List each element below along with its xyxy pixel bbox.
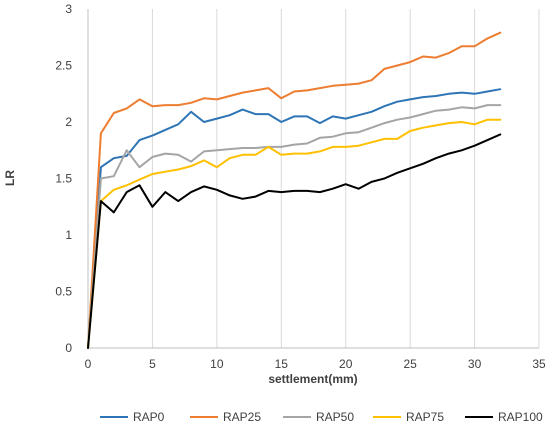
series-line-rap25 <box>87 31 502 349</box>
legend-label-rap50: RAP50 <box>316 410 354 424</box>
x-tick-label: 5 <box>149 357 156 371</box>
gridlines <box>151 9 540 348</box>
series-line-rap0 <box>87 88 502 349</box>
legend-label-rap75: RAP75 <box>406 410 444 424</box>
x-tick-label: 30 <box>468 357 482 371</box>
x-tick-label: 25 <box>403 357 417 371</box>
legend-label-rap25: RAP25 <box>223 410 261 424</box>
x-tick-label: 15 <box>275 357 289 371</box>
y-tick-label: 3 <box>65 2 72 16</box>
y-tick-label: 2 <box>65 115 72 129</box>
legend-label-rap100: RAP100 <box>498 410 543 424</box>
x-axis-title: settlement(mm) <box>268 372 357 386</box>
y-tick-label: 1.5 <box>55 172 72 186</box>
y-tick-label: 0.5 <box>55 285 72 299</box>
series-line-rap75 <box>87 118 502 349</box>
axes <box>87 9 539 349</box>
y-tick-label: 0 <box>65 341 72 355</box>
y-tick-label: 1 <box>65 228 72 242</box>
series-lines <box>87 31 502 349</box>
x-tick-label: 0 <box>85 357 92 371</box>
x-tick-label: 20 <box>339 357 353 371</box>
x-tick-label: 10 <box>210 357 224 371</box>
x-tick-label: 35 <box>532 357 546 371</box>
y-tick-label: 2.5 <box>55 59 72 73</box>
series-line-rap50 <box>87 104 502 349</box>
tick-labels: 0 5 10 15 20 25 30 35 0 0.5 1 1.5 2 2.5 3 <box>55 2 546 371</box>
legend: RAP0 RAP25 RAP50 RAP75 RAP100 <box>100 410 543 424</box>
series-line-rap100 <box>87 133 502 349</box>
legend-label-rap0: RAP0 <box>133 410 165 424</box>
y-axis-title: LR <box>3 170 17 186</box>
